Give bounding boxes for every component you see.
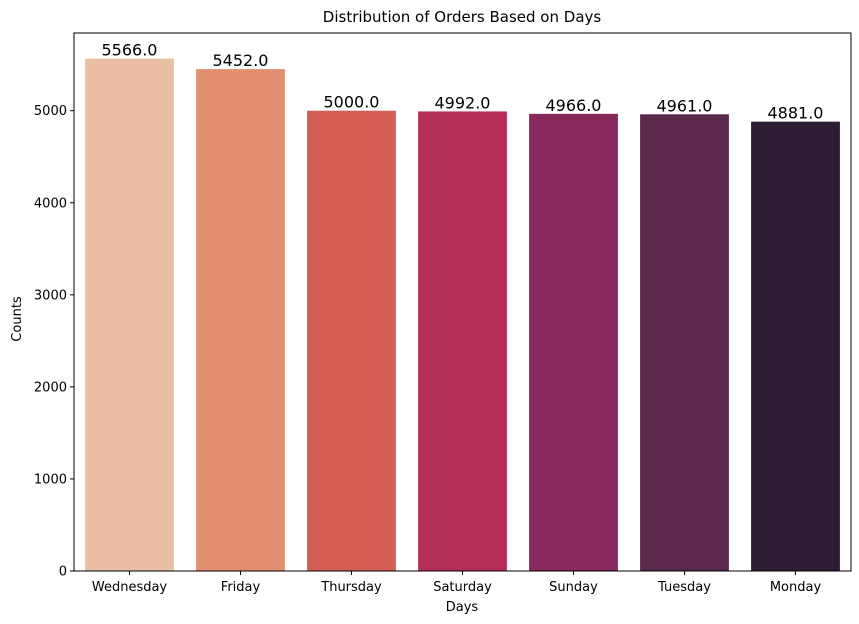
- bar-tuesday: [640, 114, 729, 571]
- y-axis-ticks: 0 1000 2000 3000 4000 5000: [34, 104, 74, 580]
- bar-labels-group: 5566.0 5452.0 5000.0 4992.0 4966.0 4961.0 4881…: [102, 41, 824, 123]
- bar-friday: [196, 69, 285, 571]
- bar-value-label: 5566.0: [102, 41, 158, 60]
- bar-value-label: 4992.0: [435, 93, 491, 112]
- x-axis-label: Days: [446, 600, 479, 615]
- bars-group: [85, 58, 840, 572]
- x-tick-label: Monday: [770, 580, 822, 595]
- bar-value-label: 5000.0: [324, 93, 380, 112]
- bar-value-label: 4966.0: [546, 96, 602, 115]
- y-tick-label: 1000: [34, 472, 67, 487]
- x-tick-label: Tuesday: [657, 580, 711, 595]
- bar-saturday: [418, 111, 507, 572]
- x-tick-label: Thursday: [320, 580, 382, 595]
- y-tick-label: 3000: [34, 288, 67, 303]
- bar-value-label: 4881.0: [768, 104, 824, 123]
- x-tick-label: Friday: [221, 580, 261, 595]
- x-tick-label: Saturday: [433, 580, 492, 595]
- plot-frame: [73, 32, 852, 572]
- y-tick-label: 0: [59, 565, 67, 580]
- x-axis-ticks: Wednesday Friday Thursday Saturday Sunday Tue…: [92, 571, 822, 595]
- bar-monday: [751, 121, 840, 572]
- x-tick-label: Sunday: [549, 580, 598, 595]
- bar-wednesday: [85, 58, 174, 571]
- x-tick-label: Wednesday: [92, 580, 168, 595]
- y-axis-label: Counts: [10, 296, 25, 342]
- chart-title: Distribution of Orders Based on Days: [323, 8, 602, 26]
- bar-thursday: [307, 110, 396, 571]
- y-tick-label: 4000: [34, 196, 67, 211]
- y-tick-label: 2000: [34, 380, 67, 395]
- bar-value-label: 5452.0: [213, 51, 269, 70]
- y-tick-label: 5000: [34, 104, 67, 119]
- bar-sunday: [529, 113, 618, 571]
- bar-value-label: 4961.0: [657, 96, 713, 115]
